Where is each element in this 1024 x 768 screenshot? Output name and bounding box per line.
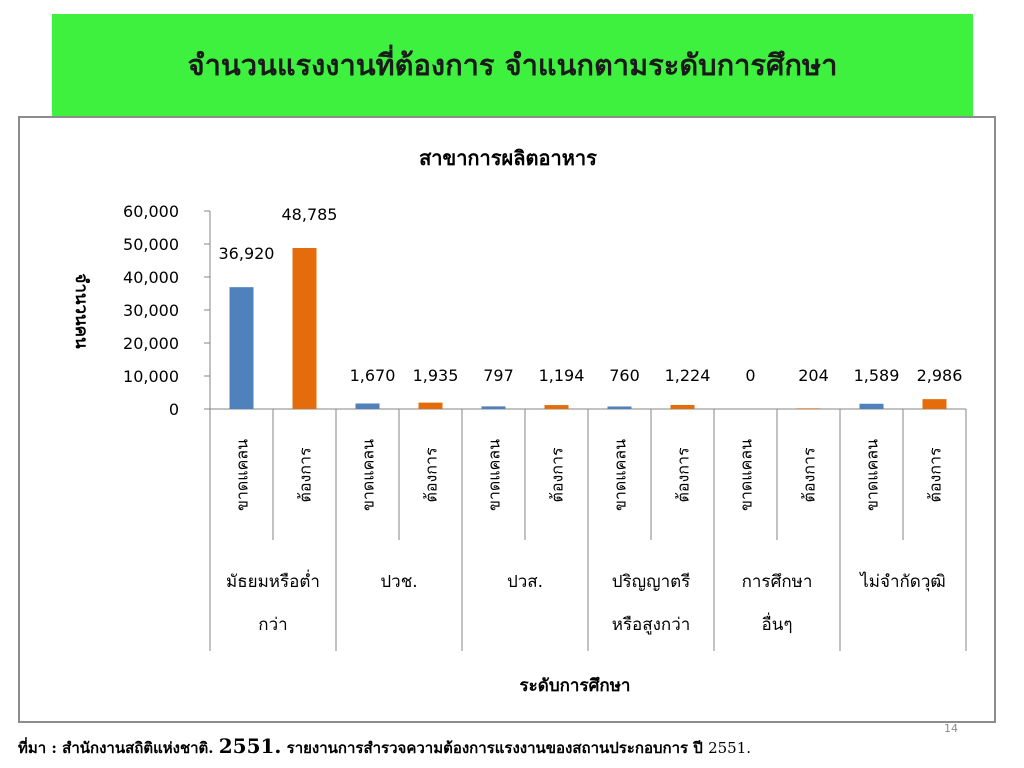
- y-tick-label: 20,000: [123, 334, 179, 353]
- bar-category-label: ต้องการ: [674, 447, 693, 502]
- group-label: หรือสูงกว่า: [612, 615, 691, 635]
- source-prefix: ที่มา : สำนักงานสถิติแห่งชาติ.: [18, 739, 214, 757]
- bar: [355, 403, 380, 409]
- bar-category-label: ขาดแคลน: [485, 439, 504, 511]
- bar-category-label: ขาดแคลน: [863, 439, 882, 511]
- group-label: ปวส.: [507, 572, 543, 592]
- bar: [418, 402, 443, 409]
- y-tick-label: 50,000: [123, 235, 179, 254]
- data-label: 204: [798, 366, 829, 385]
- chart-frame: [18, 116, 996, 723]
- group-label: กว่า: [258, 615, 287, 635]
- data-label: 1,589: [854, 366, 900, 385]
- group-label: ปวช.: [380, 572, 417, 592]
- group-label: มัธยมหรือต่ำ: [226, 569, 320, 592]
- source-year-end: 2551.: [708, 739, 752, 757]
- slide-number: 14: [944, 722, 958, 735]
- data-label: 1,194: [539, 366, 585, 385]
- data-label: 0: [745, 366, 755, 385]
- bar-category-label: ขาดแคลน: [611, 439, 630, 511]
- data-label: 1,224: [665, 366, 711, 385]
- bar: [670, 404, 695, 409]
- data-label: 2,986: [917, 366, 963, 385]
- bar-category-label: ต้องการ: [800, 447, 819, 502]
- data-label: 797: [483, 366, 514, 385]
- data-label: 48,785: [282, 205, 338, 224]
- group-label: การศึกษา: [742, 572, 813, 592]
- y-tick-label: 40,000: [123, 268, 179, 287]
- bar-category-label: ขาดแคลน: [233, 439, 252, 511]
- y-tick-label: 30,000: [123, 301, 179, 320]
- y-tick-label: 10,000: [123, 367, 179, 386]
- data-label: 36,920: [219, 244, 275, 263]
- slide-title: จำนวนแรงงานที่ต้องการ จำแนกตามระดับการศึ…: [187, 48, 838, 82]
- bar: [607, 406, 632, 409]
- data-label: 1,670: [350, 366, 396, 385]
- bar-category-label: ต้องการ: [926, 447, 945, 502]
- source-year: 2551.: [218, 734, 282, 758]
- bar-category-label: ต้องการ: [422, 447, 441, 502]
- group-label: ปริญญาตรี: [612, 572, 691, 592]
- x-axis-label: ระดับการศึกษา: [520, 676, 631, 696]
- data-label: 760: [609, 366, 640, 385]
- bar: [922, 399, 947, 409]
- group-label: อื่นๆ: [762, 612, 793, 635]
- bar-category-label: ต้องการ: [296, 447, 315, 502]
- chart-title: สาขาการผลิตอาหาร: [419, 146, 597, 170]
- bar: [229, 287, 254, 409]
- bar-category-label: ต้องการ: [548, 447, 567, 502]
- bar: [544, 405, 569, 409]
- source-text: รายงานการสำรวจความต้องการแรงงานของสถานปร…: [286, 739, 703, 757]
- group-label: ไม่จำกัดวุฒิ: [858, 571, 946, 592]
- title-banner: จำนวนแรงงานที่ต้องการ จำแนกตามระดับการศึ…: [52, 14, 973, 116]
- bar-category-label: ขาดแคลน: [737, 439, 756, 511]
- bar: [796, 408, 821, 409]
- bar: [859, 403, 884, 409]
- bar-category-label: ขาดแคลน: [359, 439, 378, 511]
- bar: [481, 406, 506, 409]
- y-tick-label: 0: [169, 400, 179, 419]
- source-note: ที่มา : สำนักงานสถิติแห่งชาติ. 2551. ราย…: [18, 734, 1008, 760]
- y-axis-label: จำนวนคน: [71, 273, 91, 349]
- y-tick-label: 60,000: [123, 202, 179, 221]
- data-label: 1,935: [413, 366, 459, 385]
- bar: [292, 248, 317, 409]
